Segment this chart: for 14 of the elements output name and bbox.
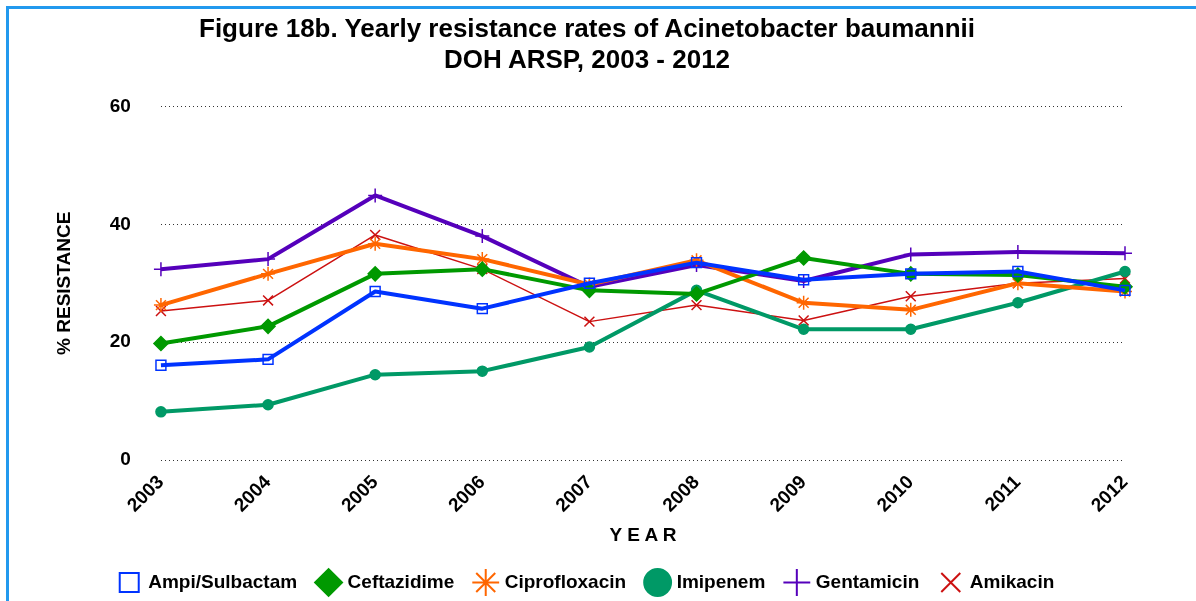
x-axis-title: Y E A R [609,523,677,545]
y-tick-label: 40 [109,212,131,234]
y-tick-label: 0 [120,448,131,470]
text: DOH ARSP, 2003 - 2012 [443,43,731,74]
legend-label: Ceftazidime [347,570,455,592]
y-tick-label: 60 [109,94,131,116]
text: Figure 18b. Yearly resistance rates of Acinetobacter baumannii [199,12,975,43]
y-tick-label: 20 [109,330,131,352]
legend-label: Ampi/Sulbactam [148,570,298,592]
legend-label: Imipenem [676,570,766,592]
legend-label: Amikacin [969,570,1055,592]
legend-label: Gentamicin [815,570,920,592]
legend-label: Ciprofloxacin [504,570,627,592]
y-axis-title: % RESISTANCE [52,211,74,355]
